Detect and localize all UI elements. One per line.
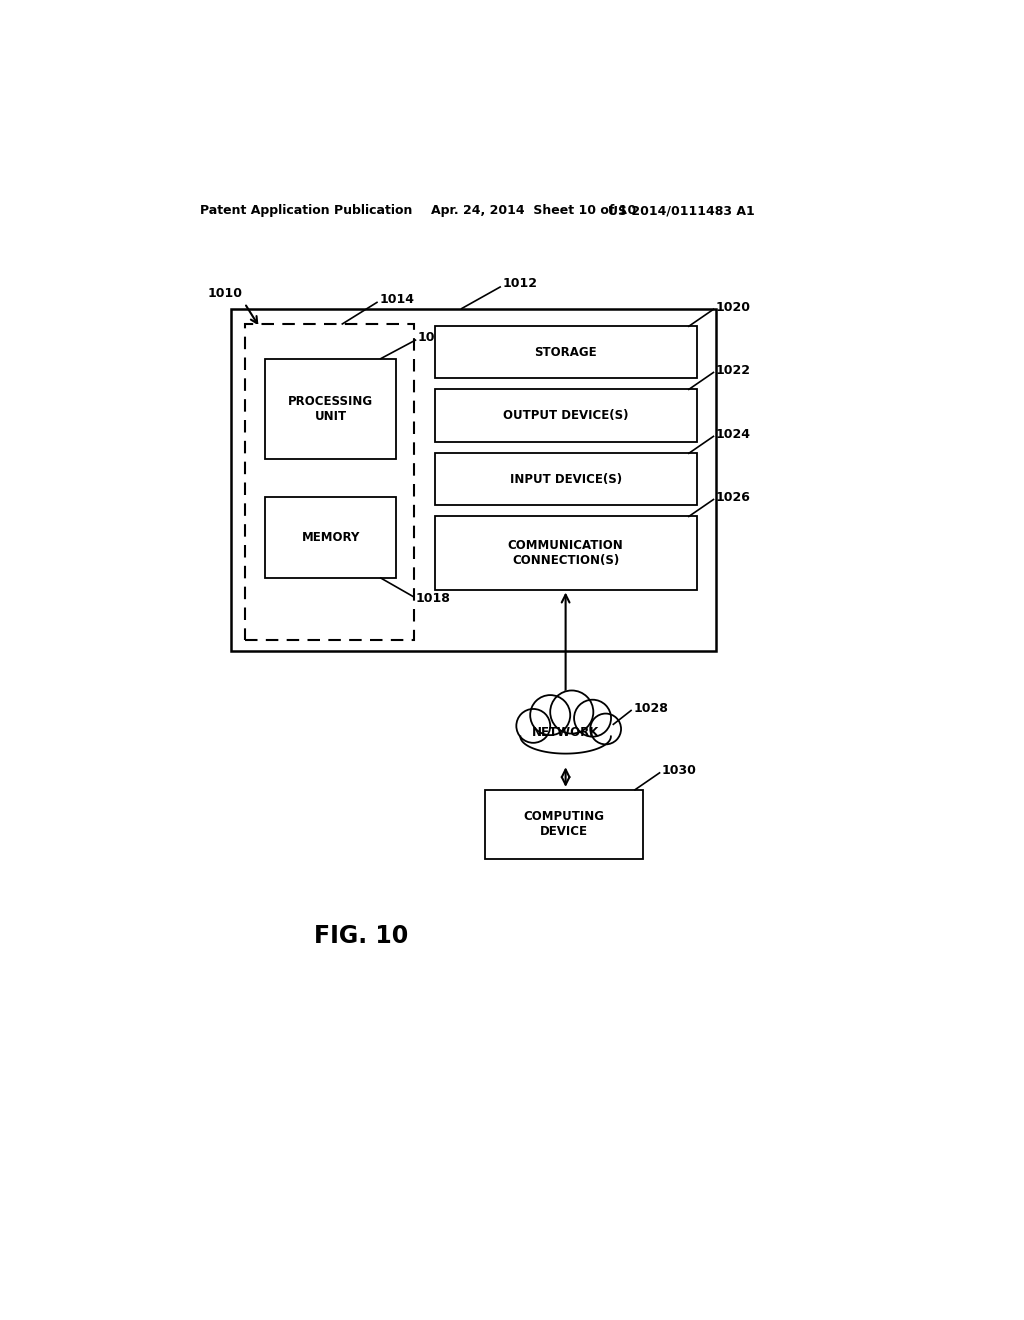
Text: 1012: 1012 xyxy=(503,277,538,290)
Circle shape xyxy=(550,690,593,734)
Text: FIG. 10: FIG. 10 xyxy=(314,924,409,948)
Bar xyxy=(520,730,611,752)
Text: STORAGE: STORAGE xyxy=(535,346,597,359)
Text: 1010: 1010 xyxy=(208,286,243,300)
FancyBboxPatch shape xyxy=(519,725,612,752)
Text: PROCESSING
UNIT: PROCESSING UNIT xyxy=(288,395,374,422)
Text: 1028: 1028 xyxy=(634,702,669,715)
Text: COMPUTING
DEVICE: COMPUTING DEVICE xyxy=(523,810,604,838)
Text: 1014: 1014 xyxy=(379,293,415,306)
Text: 1026: 1026 xyxy=(716,491,751,504)
Text: COMMUNICATION
CONNECTION(S): COMMUNICATION CONNECTION(S) xyxy=(508,539,624,568)
Bar xyxy=(265,498,396,578)
Text: 1018: 1018 xyxy=(416,593,451,606)
Ellipse shape xyxy=(520,721,611,751)
Text: Patent Application Publication: Patent Application Publication xyxy=(200,205,413,218)
Circle shape xyxy=(530,696,570,735)
Bar xyxy=(435,516,696,590)
Text: MEMORY: MEMORY xyxy=(302,531,360,544)
Text: OUTPUT DEVICE(S): OUTPUT DEVICE(S) xyxy=(503,409,629,422)
Bar xyxy=(230,309,716,651)
Text: 1024: 1024 xyxy=(716,428,751,441)
Text: INPUT DEVICE(S): INPUT DEVICE(S) xyxy=(510,473,622,486)
Bar xyxy=(245,323,414,640)
Bar xyxy=(484,789,643,859)
Text: Apr. 24, 2014  Sheet 10 of 10: Apr. 24, 2014 Sheet 10 of 10 xyxy=(431,205,636,218)
Bar xyxy=(435,453,696,506)
Circle shape xyxy=(574,700,611,737)
Bar xyxy=(265,359,396,459)
Bar xyxy=(435,326,696,378)
Text: 1016: 1016 xyxy=(418,331,453,345)
Text: 1030: 1030 xyxy=(662,764,696,777)
Circle shape xyxy=(590,714,621,744)
Text: NETWORK: NETWORK xyxy=(531,726,599,739)
Text: 1020: 1020 xyxy=(716,301,751,314)
Text: US 2014/0111483 A1: US 2014/0111483 A1 xyxy=(608,205,755,218)
Text: 1022: 1022 xyxy=(716,363,751,376)
Bar xyxy=(435,389,696,442)
Circle shape xyxy=(516,709,550,743)
